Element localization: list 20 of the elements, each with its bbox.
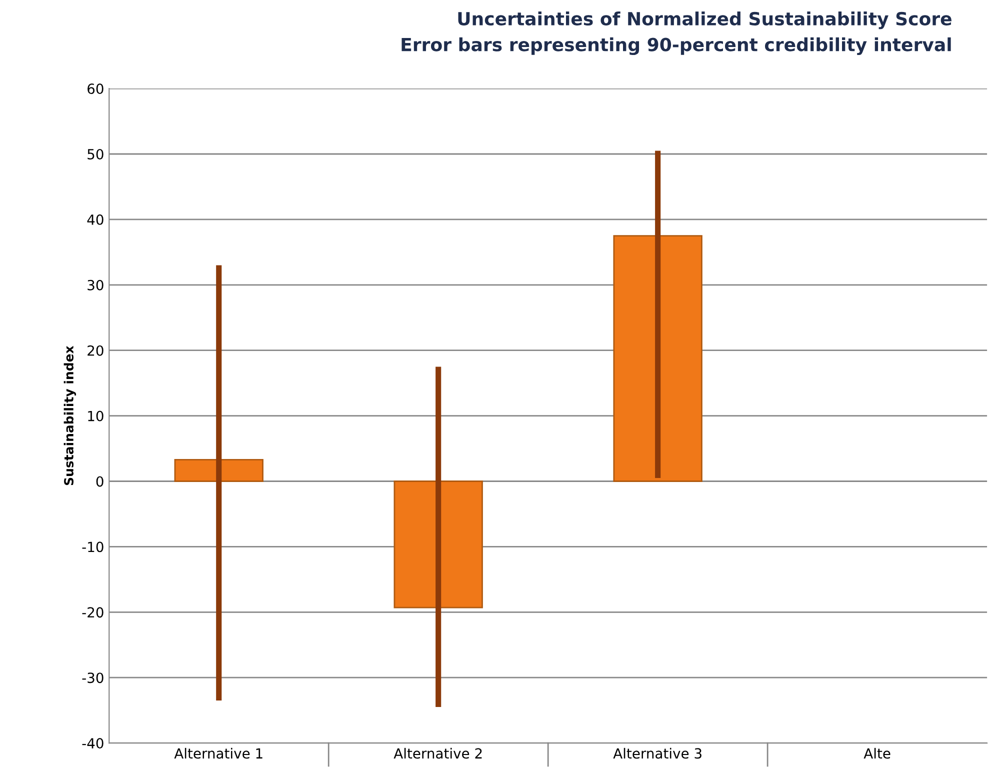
x-tick-label: Alternative 2 (394, 748, 482, 759)
y-tick-label: 30 (88, 280, 104, 290)
y-axis-title: Sustainability index (64, 346, 76, 486)
y-tick-label: 0 (96, 476, 104, 487)
y-tick-label: -10 (82, 542, 104, 552)
y-tick-label: 50 (88, 148, 104, 160)
bar (394, 480, 483, 608)
x-tick-label: Alternative 1 (174, 748, 262, 759)
bar (174, 458, 264, 482)
y-tick-label: 10 (88, 410, 104, 422)
chart-title: Uncertainties of Normalized Sustainability Score Error bars representing 90-percent credibility interval (402, 12, 952, 56)
x-tick-label: Alte (864, 748, 890, 759)
y-tick-label: -30 (82, 672, 104, 684)
y-tick-label: 20 (88, 345, 104, 356)
y-tick-label: -20 (82, 607, 104, 618)
y-tick-label: -40 (82, 738, 104, 749)
x-tick-label: Alternative 3 (613, 748, 702, 759)
y-tick-label: 40 (87, 214, 104, 225)
bar (613, 235, 702, 482)
y-tick-label: 60 (88, 84, 104, 94)
